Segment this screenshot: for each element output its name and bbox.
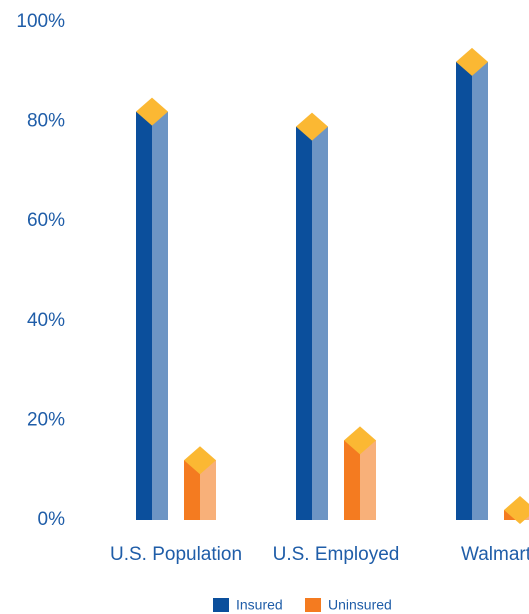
bar-cap [184, 446, 216, 475]
legend-label: Insured [236, 597, 283, 613]
bar-front [456, 61, 472, 521]
bar-cap [136, 97, 168, 126]
y-tick-label: 60% [27, 210, 65, 231]
bar-front [344, 440, 360, 520]
y-tick-label: 40% [27, 310, 65, 331]
bar-cap [296, 112, 328, 141]
bar-front [296, 126, 312, 520]
bar-side [200, 460, 216, 520]
bar [184, 446, 216, 520]
bar-cap [504, 496, 529, 525]
bar [344, 426, 376, 520]
bar [456, 47, 488, 521]
y-tick-label: 100% [16, 11, 65, 32]
x-tick-label: Walmart [461, 544, 529, 565]
bar [296, 112, 328, 520]
bar-side [360, 440, 376, 520]
bar-side [472, 61, 488, 521]
legend-swatch [305, 598, 321, 612]
bar-front [184, 460, 200, 520]
bar-cap [456, 47, 488, 76]
legend-swatch [213, 598, 229, 612]
bar [504, 496, 529, 525]
y-tick-label: 20% [27, 409, 65, 430]
x-tick-label: U.S. Employed [273, 544, 400, 565]
bar-side [152, 111, 168, 520]
bar-front [136, 111, 152, 520]
y-tick-label: 80% [27, 111, 65, 132]
bar-cap [344, 426, 376, 455]
bar-side [312, 126, 328, 520]
x-tick-label: U.S. Population [110, 544, 242, 565]
legend-label: Uninsured [328, 597, 392, 613]
bar [136, 97, 168, 520]
y-tick-label: 0% [38, 509, 66, 530]
